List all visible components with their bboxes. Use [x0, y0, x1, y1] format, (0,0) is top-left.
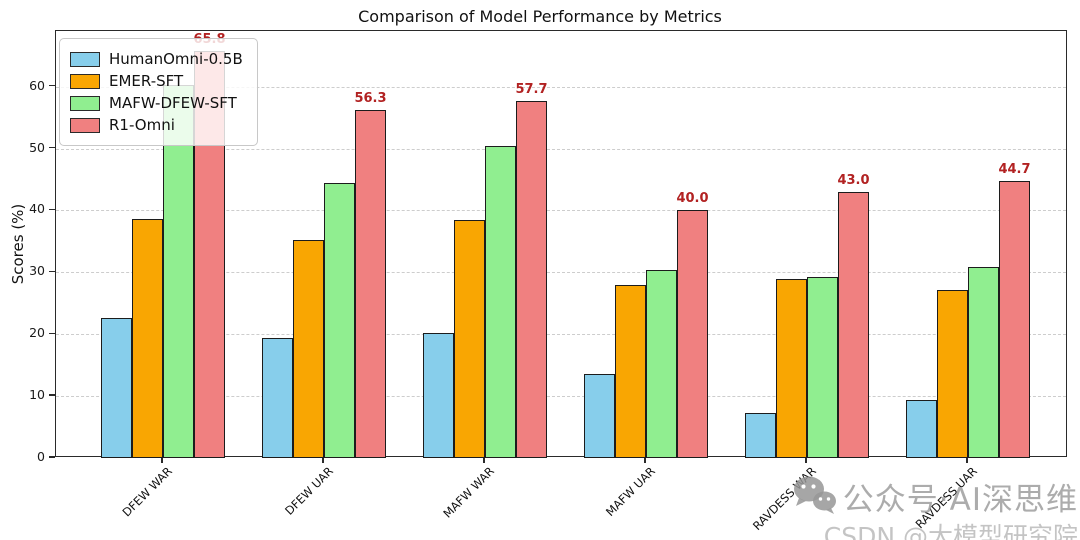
- value-label: 43.0: [837, 172, 870, 188]
- watermark-text-line2: CSDN @大模型研究院: [823, 522, 1078, 540]
- y-tick-label: 10: [29, 387, 45, 403]
- value-label: 56.3: [354, 90, 387, 106]
- grid-line: [56, 86, 1066, 88]
- bar-EMER-SFT-MAFW WAR: [454, 220, 485, 458]
- legend-row: EMER-SFT: [70, 70, 243, 92]
- y-tick-label: 30: [29, 263, 45, 279]
- value-label: 44.7: [998, 162, 1031, 178]
- bar-MAFW-DFEW-SFT-DFEW UAR: [324, 183, 355, 458]
- y-tick-label: 20: [29, 325, 45, 341]
- y-tick-mark: [49, 270, 55, 273]
- y-tick-label: 0: [37, 449, 45, 464]
- bar-R1-Omni-RAVDESS WAR: [838, 191, 869, 458]
- bar-MAFW-DFEW-SFT-MAFW WAR: [485, 146, 516, 458]
- x-tick-mark: [322, 457, 324, 463]
- y-tick-mark: [49, 456, 55, 458]
- legend-row: HumanOmni-0.5B: [70, 48, 243, 70]
- x-tick-label: RAVDESS UAR: [912, 464, 980, 532]
- y-tick-label: 60: [29, 77, 45, 93]
- legend: HumanOmni-0.5B EMER-SFT MAFW-DFEW-SFT R1-Om…: [59, 38, 258, 146]
- bar-MAFW-DFEW-SFT-RAVDESS WAR: [807, 276, 838, 458]
- y-tick-mark: [49, 84, 55, 87]
- x-tick-mark: [966, 457, 968, 463]
- bar-HumanOmni-0.5B-RAVDESS UAR: [906, 399, 937, 458]
- bar-MAFW-DFEW-SFT-RAVDESS UAR: [968, 267, 999, 458]
- bar-HumanOmni-0.5B-DFEW WAR: [101, 318, 132, 458]
- x-tick-mark: [644, 457, 646, 463]
- bar-EMER-SFT-DFEW WAR: [132, 219, 163, 458]
- x-tick-label: DFEW UAR: [282, 464, 336, 518]
- y-axis-label: Scores (%): [9, 203, 27, 285]
- x-tick-label: DFEW WAR: [119, 464, 175, 520]
- legend-label: EMER-SFT: [109, 72, 184, 90]
- value-label: 40.0: [676, 191, 709, 207]
- bar-R1-Omni-MAFW WAR: [516, 100, 547, 458]
- legend-row: R1-Omni: [70, 114, 243, 136]
- bar-EMER-SFT-MAFW UAR: [615, 284, 646, 458]
- x-tick-mark: [483, 457, 485, 463]
- grid-line: [56, 148, 1066, 150]
- x-tick-mark: [805, 457, 807, 463]
- grid-line: [56, 272, 1066, 274]
- x-tick-label: MAFW WAR: [440, 464, 497, 521]
- legend-swatch: [70, 117, 100, 133]
- y-tick-label: 50: [29, 139, 45, 155]
- x-tick-label: MAFW UAR: [602, 464, 658, 519]
- legend-label: R1-Omni: [109, 116, 175, 134]
- y-tick-label: 40: [29, 201, 45, 217]
- legend-swatch: [70, 51, 100, 67]
- plot-area: HumanOmni-0.5B EMER-SFT MAFW-DFEW-SFT R1-Om…: [55, 30, 1067, 458]
- bar-EMER-SFT-DFEW UAR: [293, 239, 324, 458]
- x-tick-mark: [161, 457, 163, 463]
- x-tick-label: RAVDESS WAR: [749, 464, 819, 533]
- bar-HumanOmni-0.5B-MAFW WAR: [423, 332, 454, 458]
- grid-line: [56, 210, 1066, 212]
- grid-line: [56, 334, 1066, 336]
- bar-R1-Omni-RAVDESS UAR: [999, 181, 1030, 458]
- bar-MAFW-DFEW-SFT-MAFW UAR: [646, 269, 677, 458]
- y-tick-mark: [49, 394, 55, 396]
- legend-swatch: [70, 73, 100, 89]
- y-tick-mark: [49, 332, 55, 334]
- bar-HumanOmni-0.5B-RAVDESS WAR: [745, 412, 776, 458]
- bar-EMER-SFT-RAVDESS UAR: [937, 289, 968, 458]
- grid-line: [56, 396, 1066, 398]
- y-tick-mark: [49, 208, 55, 211]
- chart-title: Comparison of Model Performance by Metri…: [358, 7, 722, 26]
- legend-row: MAFW-DFEW-SFT: [70, 92, 243, 114]
- bar-EMER-SFT-RAVDESS WAR: [776, 278, 807, 458]
- y-tick-mark: [49, 146, 55, 149]
- bar-HumanOmni-0.5B-DFEW UAR: [262, 337, 293, 458]
- legend-label: MAFW-DFEW-SFT: [109, 94, 237, 112]
- bar-R1-Omni-DFEW UAR: [355, 109, 386, 458]
- value-label: 57.7: [515, 81, 548, 97]
- bar-R1-Omni-MAFW UAR: [677, 210, 708, 458]
- legend-label: HumanOmni-0.5B: [109, 50, 243, 68]
- bar-HumanOmni-0.5B-MAFW UAR: [584, 374, 615, 458]
- legend-swatch: [70, 95, 100, 111]
